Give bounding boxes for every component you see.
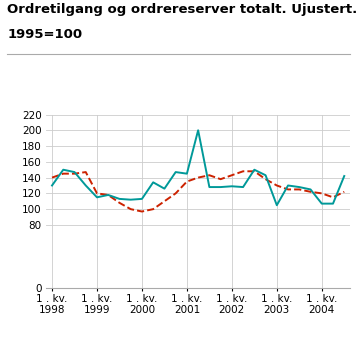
Tilgang [342,174,346,178]
Reserve [263,177,268,181]
Reserve [286,187,290,192]
Reserve [275,184,279,188]
Tilgang [61,168,65,172]
Reserve [151,207,155,211]
Line: Reserve: Reserve [52,171,344,212]
Tilgang [196,128,200,132]
Tilgang [252,168,256,172]
Tilgang [286,184,290,188]
Reserve [252,169,256,174]
Reserve [297,187,301,192]
Reserve [241,169,245,174]
Reserve [162,199,167,203]
Tilgang [230,184,234,188]
Tilgang [162,187,167,191]
Text: 1995=100: 1995=100 [7,28,82,41]
Reserve [72,171,77,176]
Tilgang [117,197,122,201]
Tilgang [331,202,335,206]
Tilgang [275,203,279,207]
Tilgang [129,197,133,202]
Tilgang [72,170,77,174]
Reserve [331,195,335,200]
Tilgang [151,180,155,184]
Reserve [140,210,144,214]
Reserve [185,179,189,184]
Reserve [61,171,65,176]
Tilgang [95,195,99,200]
Reserve [84,170,88,174]
Tilgang [297,185,301,189]
Reserve [117,201,122,205]
Tilgang [241,185,245,189]
Reserve [218,177,223,181]
Reserve [106,193,110,197]
Reserve [174,191,178,195]
Line: Tilgang: Tilgang [52,130,344,205]
Reserve [129,207,133,211]
Tilgang [106,193,110,197]
Reserve [308,190,313,194]
Tilgang [218,185,223,189]
Tilgang [174,170,178,174]
Tilgang [50,184,54,188]
Tilgang [84,184,88,188]
Tilgang [140,197,144,201]
Tilgang [207,185,211,189]
Text: Ordretilgang og ordrereserver totalt. Ujustert.: Ordretilgang og ordrereserver totalt. Uj… [7,3,357,16]
Tilgang [185,171,189,176]
Reserve [95,191,99,195]
Reserve [230,173,234,177]
Tilgang [263,173,268,177]
Reserve [320,191,324,195]
Reserve [207,173,211,177]
Reserve [50,176,54,180]
Reserve [196,176,200,180]
Reserve [342,190,346,194]
Tilgang [320,202,324,206]
Tilgang [308,187,313,192]
